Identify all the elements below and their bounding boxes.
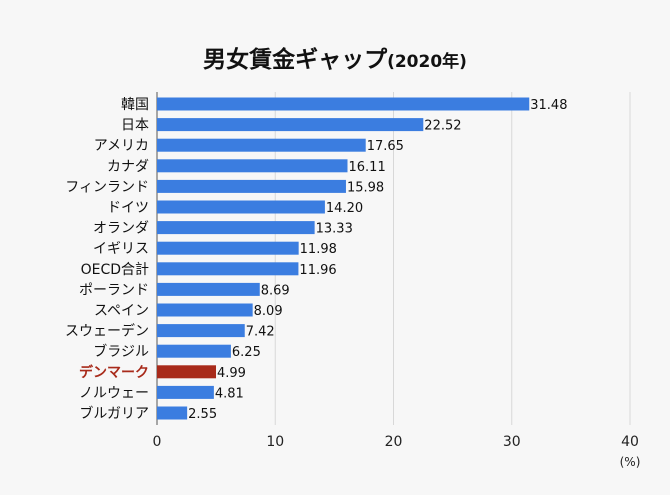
x-tick-label: 40 [621,434,639,450]
data-label: 8.09 [254,304,283,319]
data-label: 4.99 [217,366,246,381]
bar [157,282,260,296]
data-label: 11.96 [299,263,336,278]
category-label: ドイツ [107,200,149,216]
bar [157,138,366,152]
title-text: 男女賃金ギャップ [203,47,388,73]
data-label: 31.48 [530,98,567,113]
category-label: スペイン [94,303,149,319]
category-label: ノルウェー [79,385,149,401]
category-label: フィンランド [65,179,149,195]
data-label: 13.33 [316,222,353,237]
category-label: オランダ [93,221,149,237]
category-label: OECD合計 [81,262,149,278]
data-label: 8.69 [261,283,290,298]
category-label: カナダ [107,159,149,175]
category-label: ブラジル [93,343,149,360]
category-label: スウェーデン [65,323,149,340]
data-label: 22.52 [424,119,461,134]
bar [157,221,315,235]
bar [157,406,188,420]
bar [157,324,245,338]
bar [157,118,424,132]
bar [157,200,325,214]
data-label: 16.11 [349,160,386,175]
bar [157,241,299,255]
x-tick-label: 10 [266,434,284,450]
bar [157,365,217,379]
bar [157,97,530,111]
x-tick-label: 30 [503,434,521,450]
data-label: 17.65 [367,139,404,154]
data-label: 6.25 [232,345,261,360]
category-label: デンマーク [79,364,149,381]
data-label: 15.98 [347,180,384,195]
category-label: ブルガリア [79,405,149,422]
bar [157,303,253,317]
category-label: 韓国 [121,97,149,113]
category-label: アメリカ [94,138,149,154]
category-label: 日本 [121,118,149,134]
bar [157,179,346,193]
bar [157,159,348,173]
bar [157,344,231,358]
data-label: 4.81 [215,386,244,401]
bar [157,262,299,276]
category-label: ポーランド [79,282,149,298]
data-label: 11.98 [300,242,337,257]
data-label: 2.55 [188,407,217,422]
data-label: 14.20 [326,201,363,216]
chart-title: 男女賃金ギャップ(2020年) [0,40,670,74]
x-tick-label: 20 [385,434,403,450]
x-tick-label: 0 [153,434,162,450]
x-axis-unit: (%) [620,455,641,469]
subtitle-text: (2020年) [387,52,467,72]
data-label: 7.42 [246,325,275,340]
bar [157,385,214,399]
category-label: イギリス [93,241,149,257]
